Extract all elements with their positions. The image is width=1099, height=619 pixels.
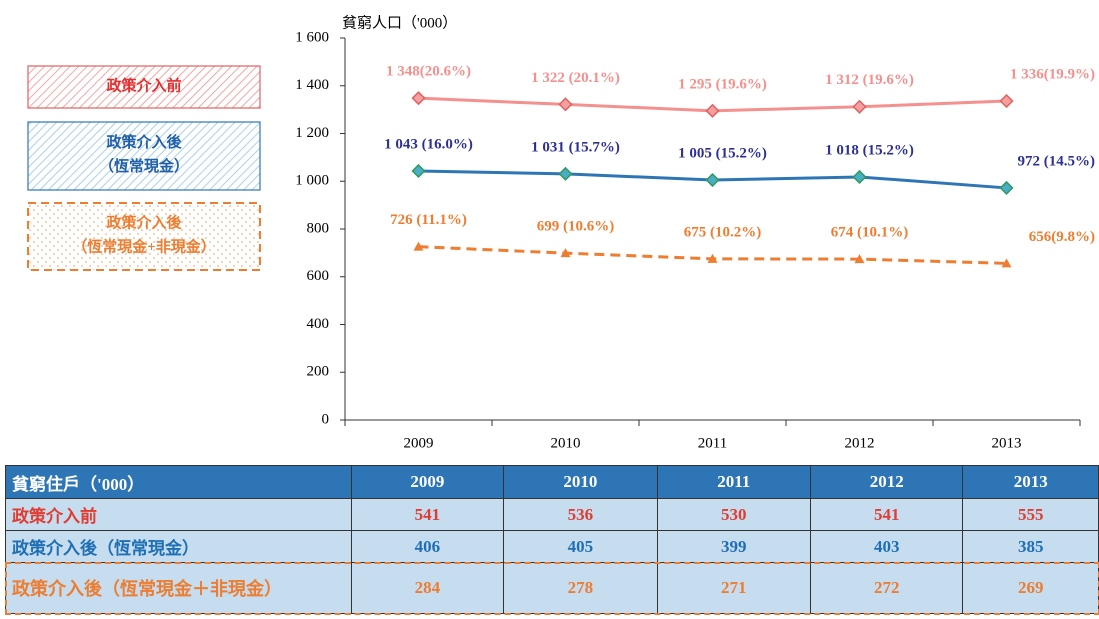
marker — [411, 163, 426, 179]
table-cell: 政策介入前 — [5, 498, 352, 531]
data-label: 972 (14.5%) — [1018, 153, 1096, 169]
table-cell: 貧窮住戶（'000） — [5, 465, 352, 499]
table-cell: 536 — [503, 498, 658, 531]
table-cell: 405 — [503, 530, 658, 563]
y-tick-label: 400 — [307, 316, 330, 332]
marker — [999, 93, 1014, 109]
data-label: 726 (11.1%) — [390, 212, 467, 228]
marker — [1001, 258, 1012, 268]
table-cell: 541 — [809, 498, 964, 531]
table-cell: 406 — [350, 530, 505, 563]
data-label: 656(9.8%) — [1029, 229, 1095, 245]
table-cell: 403 — [809, 530, 964, 563]
x-tick-label: 2009 — [404, 435, 434, 451]
data-label: 1 312 (19.6%) — [825, 72, 914, 88]
legend-item: 政策介入後（恆常現金+非現金） — [27, 202, 261, 271]
table-cell: 政策介入後（恆常現金） — [5, 530, 352, 563]
data-label: 1 005 (15.2%) — [678, 145, 767, 161]
marker — [707, 253, 718, 263]
legend-label: 政策介入後（恆常現金+非現金） — [72, 214, 216, 256]
x-tick-label: 2012 — [845, 435, 875, 451]
table-cell: 2013 — [962, 465, 1099, 499]
y-tick-label: 800 — [307, 220, 330, 236]
y-tick-label: 1 000 — [295, 173, 329, 189]
legend-label: 政策介入後（恆常現金） — [99, 133, 189, 175]
marker — [852, 99, 867, 114]
table-cell: 385 — [962, 530, 1099, 563]
legend-label: 政策介入前 — [106, 76, 181, 94]
table-cell: 2010 — [503, 465, 658, 499]
marker — [558, 97, 573, 112]
table-row: 政策介入前 541 536 530 541 555 — [5, 498, 1099, 531]
chart: 貧窮人口（'000） 0 200 400 600 800 1 000 1 200 1 400 1… — [27, 14, 1096, 451]
table-cell: 269 — [962, 562, 1099, 614]
legend-box — [27, 65, 261, 109]
table-cell: 政策介入後（恆常現金＋非現金） — [5, 562, 352, 614]
data-label: 674 (10.1%) — [831, 225, 909, 241]
legend-item: 政策介入前 — [27, 65, 261, 109]
table-cell: 278 — [503, 562, 658, 614]
y-tick-label: 0 — [322, 411, 330, 427]
data-table: 貧窮住戶（'000） 2009 2010 2011 2012 2013 政策介入前 541 53… — [4, 465, 1099, 615]
y-tick-label: 600 — [307, 268, 330, 284]
marker — [705, 172, 720, 188]
table-cell: 399 — [656, 530, 812, 563]
data-label: 1 031 (15.7%) — [531, 139, 620, 155]
data-label: 675 (10.2%) — [684, 224, 762, 240]
table-cell: 2011 — [656, 465, 812, 499]
table-cell: 555 — [962, 498, 1099, 531]
legend-box — [27, 121, 261, 191]
table-row: 政策介入後（恆常現金＋非現金） 284 278 271 272 269 — [4, 561, 1099, 615]
data-label: 1 348(20.6%) — [386, 64, 471, 80]
y-tick-label: 1 200 — [295, 125, 329, 141]
y-tick-label: 1 400 — [295, 77, 329, 93]
table-cell: 2009 — [350, 465, 505, 499]
y-tick-label: 200 — [307, 364, 330, 380]
table-row: 貧窮住戶（'000） 2009 2010 2011 2012 2013 — [5, 465, 1099, 499]
legend-item: 政策介入後（恆常現金） — [27, 121, 261, 191]
table-cell: 541 — [350, 498, 505, 531]
data-label: 699 (10.6%) — [537, 219, 615, 235]
marker — [852, 169, 867, 185]
data-label: 1 043 (16.0%) — [384, 136, 473, 152]
marker — [560, 248, 571, 258]
x-tick-label: 2011 — [698, 435, 727, 451]
legend-box — [27, 202, 261, 271]
y-axis-label: 貧窮人口（'000） — [342, 14, 457, 31]
marker — [999, 180, 1014, 195]
data-label: 1 018 (15.2%) — [825, 142, 914, 158]
marker — [411, 91, 426, 106]
table-cell: 284 — [350, 562, 505, 614]
marker — [854, 254, 865, 264]
x-tick-label: 2010 — [551, 435, 581, 451]
marker — [558, 166, 573, 181]
table-row: 政策介入後（恆常現金） 406 405 399 403 385 — [5, 530, 1099, 563]
data-label: 1 336(19.9%) — [1010, 66, 1095, 82]
marker — [413, 241, 424, 251]
data-label: 1 295 (19.6%) — [678, 76, 767, 92]
marker — [705, 103, 720, 118]
table-cell: 271 — [656, 562, 812, 614]
x-tick-label: 2013 — [992, 435, 1022, 451]
table-cell: 2012 — [809, 465, 964, 499]
data-label: 1 322 (20.1%) — [531, 70, 620, 86]
table-cell: 530 — [656, 498, 812, 531]
table-cell: 272 — [809, 562, 964, 614]
y-tick-label: 1 600 — [295, 29, 329, 45]
